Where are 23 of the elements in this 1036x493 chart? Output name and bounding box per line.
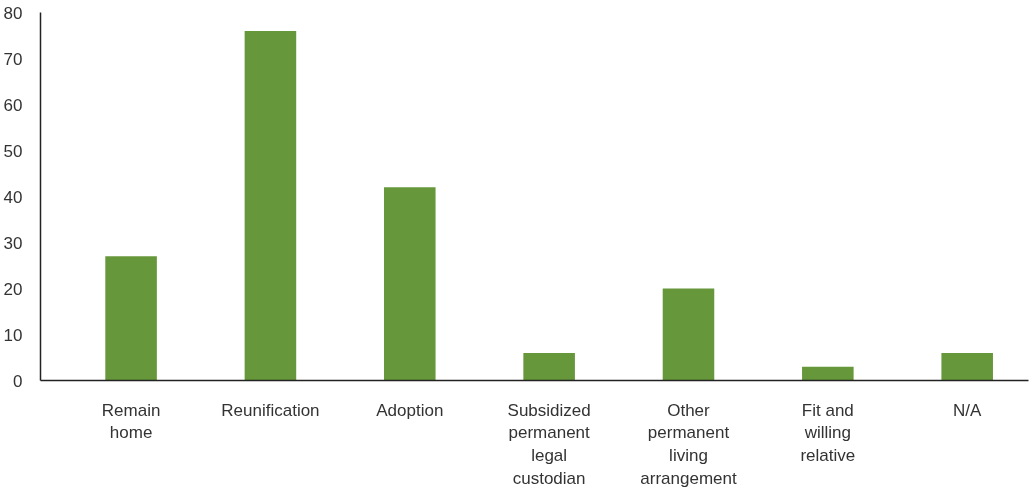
y-tick-label: 20 [3, 279, 23, 299]
x-tick-label: Adoption [376, 400, 444, 420]
bar [802, 366, 854, 381]
y-tick-label: 10 [3, 325, 23, 345]
y-tick-label: 40 [3, 187, 23, 207]
y-tick-label: 50 [3, 141, 23, 161]
x-tick-label: Other permanent living arrangement [640, 400, 737, 488]
y-tick-label: 30 [3, 233, 23, 253]
x-tick-label: Reunification [221, 400, 320, 420]
bar [105, 256, 157, 381]
y-tick-label: 0 [13, 371, 23, 391]
x-tick-label: N/A [953, 400, 983, 420]
y-tick-label: 70 [3, 49, 23, 69]
x-tick-label: Fit and willing relative [800, 400, 856, 466]
bar [523, 352, 575, 381]
bar [384, 187, 436, 381]
x-tick-label: Remain home [101, 400, 161, 443]
bar [941, 352, 993, 381]
y-tick-label: 80 [3, 3, 23, 23]
y-tick-label: 60 [3, 95, 23, 115]
bar [244, 30, 297, 381]
bar [662, 288, 715, 381]
x-tick-label: Subsidized permanent legal custodian [507, 400, 591, 488]
